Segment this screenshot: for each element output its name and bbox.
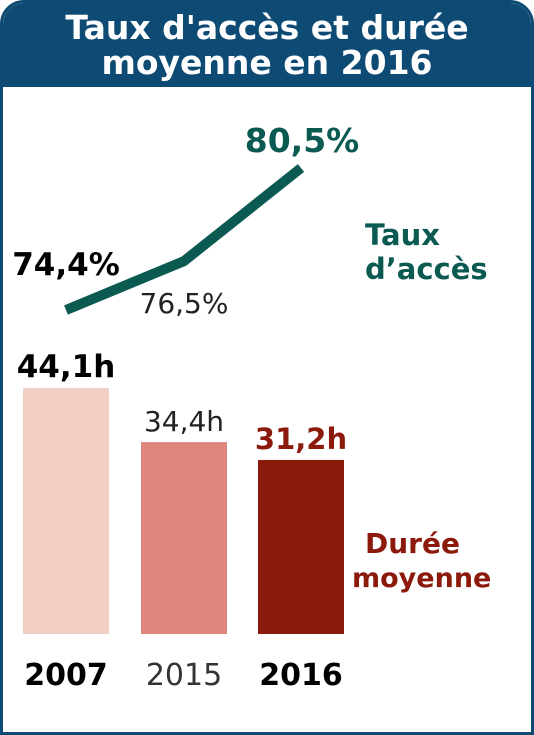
bar-value-label-2007: 44,1h — [17, 349, 116, 385]
bar-2007 — [23, 388, 109, 634]
chart-title-line-2: moyenne en 2016 — [101, 43, 433, 82]
bar-2015 — [141, 442, 227, 634]
line-value-label-2015: 76,5% — [140, 287, 229, 320]
bar-2016 — [258, 459, 344, 634]
x-tick-label-2007: 2007 — [24, 658, 108, 693]
bar-value-label-2015: 34,4h — [144, 405, 224, 438]
chart-title: Taux d'accès et durée moyenne en 2016 — [3, 3, 531, 87]
legend-line-label-1: Taux — [365, 218, 440, 252]
line-series-taux-acces — [64, 164, 305, 315]
line-value-label-2007: 74,4% — [12, 247, 120, 283]
line-value-label-2016: 80,5% — [245, 121, 360, 160]
chart-title-line-1: Taux d'accès et durée — [65, 8, 469, 47]
bar-value-label-2016: 31,2h — [255, 422, 347, 456]
legend-bar-label-1: Durée — [365, 527, 460, 560]
x-tick-label-2015: 2015 — [146, 658, 222, 693]
x-tick-label-2016: 2016 — [259, 658, 343, 693]
legend-line-label-2: d’accès — [365, 252, 488, 286]
legend-bar-label-2: moyenne — [352, 563, 491, 594]
